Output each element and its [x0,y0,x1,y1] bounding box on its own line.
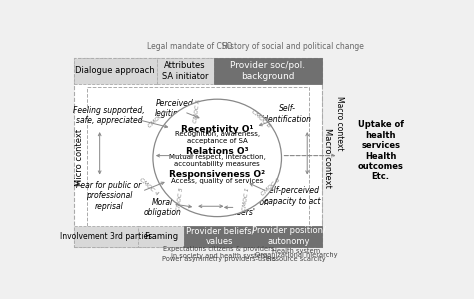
Text: Legal mandate of CSO: Legal mandate of CSO [147,42,232,51]
FancyBboxPatch shape [74,58,156,84]
Text: Resource scarcity: Resource scarcity [267,256,326,262]
Text: CMOC 5: CMOC 5 [176,187,184,211]
Text: Moral
obligation: Moral obligation [143,198,181,217]
Text: Health system: Health system [272,248,320,254]
Text: Macro context: Macro context [323,128,332,188]
FancyBboxPatch shape [256,226,322,247]
Text: Dialogue approach: Dialogue approach [75,66,155,75]
Text: CMOC 1: CMOC 1 [243,187,251,211]
Ellipse shape [153,99,282,216]
Text: Micro context: Micro context [75,129,84,187]
Text: Provider position/
autonomy: Provider position/ autonomy [252,226,326,246]
Text: Responsiveness O²: Responsiveness O² [169,170,265,179]
Text: Expectations citizens & providers
in society and health system: Expectations citizens & providers in soc… [164,246,275,259]
Text: Relations O³: Relations O³ [186,147,248,156]
Text: Perception on
'users': Perception on 'users' [217,198,269,217]
Text: Self-
identification: Self- identification [262,104,312,124]
Text: Feeling supported,
safe, appreciated: Feeling supported, safe, appreciated [73,106,145,125]
Text: CMOC B: CMOC B [250,109,271,129]
FancyBboxPatch shape [156,58,213,84]
Text: Attributes
SA initiator: Attributes SA initiator [162,61,208,81]
Text: CMOC 4: CMOC 4 [139,177,160,196]
Text: Involvement 3rd parties: Involvement 3rd parties [60,232,152,241]
FancyBboxPatch shape [213,58,322,84]
Text: Macro context: Macro context [335,96,344,151]
Text: Framing: Framing [144,232,178,241]
Text: Power asymmetry providers-users: Power asymmetry providers-users [162,256,276,262]
FancyBboxPatch shape [74,58,322,247]
Text: CMOC A: CMOC A [193,99,201,123]
Text: Mutual respect, interaction,
accountability measures: Mutual respect, interaction, accountabil… [169,154,265,167]
Text: CMOC A: CMOC A [147,109,168,129]
Text: Fear for public or
professional
reprisal: Fear for public or professional reprisal [76,181,141,211]
Text: Access, quality of services: Access, quality of services [171,179,264,184]
Text: Perceived
legitimacy: Perceived legitimacy [155,99,195,118]
Text: Organizational hierarchy: Organizational hierarchy [255,252,337,258]
Text: Recognition, awareness,
acceptance of SA: Recognition, awareness, acceptance of SA [174,131,260,144]
Text: Receptivity O¹: Receptivity O¹ [181,125,254,134]
Text: Provider beliefs/
values: Provider beliefs/ values [186,226,254,246]
Text: CMOC 6: CMOC 6 [260,177,281,196]
Text: Uptake of
health
services
Health
outcomes
Etc.: Uptake of health services Health outcome… [358,120,404,181]
Text: Self-perceived
capacity to act: Self-perceived capacity to act [264,186,321,206]
Text: Provider soc/pol.
background: Provider soc/pol. background [230,61,305,81]
Text: History of social and political change: History of social and political change [221,42,364,51]
FancyBboxPatch shape [138,226,184,247]
FancyBboxPatch shape [184,226,256,247]
FancyBboxPatch shape [74,226,138,247]
FancyBboxPatch shape [87,86,309,229]
